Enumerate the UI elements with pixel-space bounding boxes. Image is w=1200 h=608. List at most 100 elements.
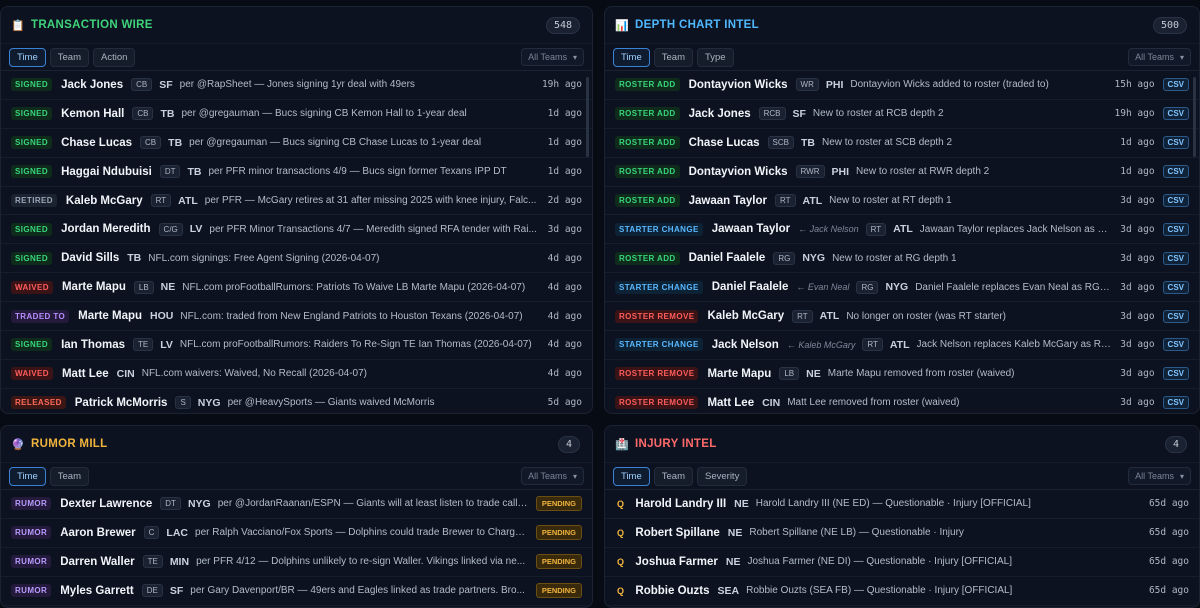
player-name[interactable]: Daniel Faalele <box>711 281 789 294</box>
list-item[interactable]: SIGNED Chase Lucas CB TB per @gregauman — Bu… <box>1 129 592 158</box>
list-item[interactable]: ROSTER ADD Daniel Faalele RG NYG New to rost… <box>605 244 1199 274</box>
list-item[interactable]: Q Robbie Ouzts SEA Robbie Ouzts (SEA FB) — … <box>605 577 1199 606</box>
player-name[interactable]: Patrick McMorris <box>74 396 168 409</box>
player-name[interactable]: Jawaan Taylor <box>688 194 767 207</box>
tab-time[interactable]: Time <box>9 47 46 67</box>
list-item[interactable]: SIGNED Jordan Meredith C/G LV per PFR Minor … <box>1 215 592 245</box>
list-item[interactable]: WAIVED Matt Lee CIN NFL.com waivers: Waived… <box>1 360 592 389</box>
list-item[interactable]: SIGNED Haggai Ndubuisi DT TB per PFR minor t… <box>1 158 592 187</box>
team-filter-select[interactable]: All Teams ▾ <box>521 467 584 485</box>
player-name[interactable]: Dontayvion Wicks <box>688 165 788 178</box>
list-item[interactable]: TRADED TO Marte Mapu HOU NFL.com: traded fr… <box>1 302 592 332</box>
csv-export-button[interactable]: CSV <box>1162 222 1189 236</box>
csv-export-button[interactable]: CSV <box>1162 136 1189 150</box>
team-filter-select[interactable]: All Teams ▾ <box>1128 467 1191 485</box>
player-name[interactable]: Dontayvion Wicks <box>688 78 788 91</box>
list-item[interactable]: RELEASED Patrick McMorris S NYG per @HeavySp… <box>1 389 592 413</box>
player-name[interactable]: Daniel Faalele <box>688 252 766 265</box>
list-item[interactable]: RUMOR Dexter Lawrence DT NYG per @JordanRaan… <box>1 490 592 519</box>
list-item[interactable]: STARTER CHANGE Daniel Faalele ← Evan Neal R… <box>605 273 1199 303</box>
player-name[interactable]: Jordan Meredith <box>61 223 151 236</box>
player-name[interactable]: Marte Mapu <box>61 281 126 294</box>
csv-export-button[interactable]: CSV <box>1162 396 1189 410</box>
description: per PFR Minor Transactions 4/7 — Meredit… <box>209 223 537 235</box>
list-item[interactable]: SIGNED Ian Thomas TE LV NFL.com proFootballR… <box>1 331 592 360</box>
player-name[interactable]: Ian Thomas <box>61 338 125 351</box>
player-name[interactable]: Aaron Brewer <box>60 526 136 539</box>
list-item[interactable]: WAIVED Marte Mapu LB NE NFL.com proFootballR… <box>1 273 592 303</box>
player-name[interactable]: Matt Lee <box>61 367 109 380</box>
player-name[interactable]: Kemon Hall <box>61 107 125 120</box>
list-item[interactable]: RUMOR Darren Waller TE MIN per PFR 4/12 — Do… <box>1 548 592 577</box>
list-item[interactable]: ROSTER REMOVE Matt Lee CIN Matt Lee removed… <box>605 389 1199 413</box>
list-item[interactable]: STARTER CHANGE Jack Nelson ← Kaleb McGary R… <box>605 331 1199 360</box>
player-name[interactable]: David Sills <box>61 252 120 265</box>
csv-export-button[interactable]: CSV <box>1162 165 1189 179</box>
player-name[interactable]: Robert Spillane <box>635 526 720 539</box>
list-item[interactable]: ROSTER ADD Dontayvion Wicks RWR PHI New to r… <box>605 158 1199 187</box>
player-name[interactable]: Chase Lucas <box>61 136 133 149</box>
list-item[interactable]: RUMOR Myles Garrett DE SF per Gary Davenport… <box>1 577 592 606</box>
tab-time[interactable]: Time <box>613 47 650 67</box>
list-item[interactable]: SIGNED David Sills TB NFL.com signings: Fre… <box>1 244 592 274</box>
player-name[interactable]: Dexter Lawrence <box>60 497 153 510</box>
tab-team[interactable]: Team <box>653 47 693 67</box>
team-filter-select[interactable]: All Teams ▾ <box>1128 48 1191 66</box>
csv-export-button[interactable]: CSV <box>1162 367 1189 381</box>
player-name[interactable]: Kaleb McGary <box>707 310 785 323</box>
scrollbar[interactable] <box>586 77 589 157</box>
list-item[interactable]: ROSTER REMOVE Kaleb McGary RT ATL No longer … <box>605 302 1199 332</box>
panel-title: 🏥 INJURY INTEL <box>615 438 717 451</box>
player-name[interactable]: Haggai Ndubuisi <box>61 165 152 178</box>
tab-type[interactable]: Type <box>697 47 734 67</box>
player-name[interactable]: Jack Nelson <box>711 338 779 351</box>
csv-export-button[interactable]: CSV <box>1162 194 1189 207</box>
player-name[interactable]: Marte Mapu <box>78 310 143 323</box>
tab-severity[interactable]: Severity <box>697 466 748 486</box>
list-item[interactable]: ROSTER ADD Jawaan Taylor RT ATL New to roste… <box>605 187 1199 216</box>
list-item[interactable]: RUMOR Aaron Brewer C LAC per Ralph Vacciano/… <box>1 519 592 548</box>
description: per @JordanRaanan/ESPN — Giants will at … <box>217 498 528 510</box>
list-item[interactable]: ROSTER ADD Jack Jones RCB SF New to roster a… <box>605 100 1199 129</box>
csv-export-button[interactable]: CSV <box>1162 107 1189 121</box>
csv-export-button[interactable]: CSV <box>1162 280 1189 294</box>
list-item[interactable]: ROSTER ADD Dontayvion Wicks WR PHI Dontayvio… <box>605 71 1199 100</box>
list-item[interactable]: Q Robert Spillane NE Robert Spillane (NE LB… <box>605 519 1199 548</box>
player-name[interactable]: Harold Landry III <box>635 497 727 510</box>
csv-export-button[interactable]: CSV <box>1162 78 1189 92</box>
csv-export-button[interactable]: CSV <box>1162 338 1189 352</box>
pending-badge: PENDING <box>535 525 582 541</box>
csv-export-button[interactable]: CSV <box>1162 251 1189 265</box>
list-item[interactable]: SIGNED Kemon Hall CB TB per @gregauman — Buc… <box>1 100 592 129</box>
list-item[interactable]: Q Joshua Farmer NE Joshua Farmer (NE DI) — … <box>605 548 1199 577</box>
player-name[interactable]: Marte Mapu <box>707 367 772 380</box>
list-item[interactable]: ROSTER ADD Chase Lucas SCB TB New to roster … <box>605 129 1199 158</box>
tab-time[interactable]: Time <box>9 466 46 486</box>
tab-team[interactable]: Team <box>653 466 693 486</box>
player-name[interactable]: Darren Waller <box>60 555 135 568</box>
list-item[interactable]: ROSTER REMOVE Marte Mapu LB NE Marte Mapu re… <box>605 360 1199 389</box>
list-item[interactable]: SIGNED Jack Jones CB SF per @RapSheet — Jone… <box>1 71 592 100</box>
tab-team[interactable]: Team <box>49 466 89 486</box>
player-name[interactable]: Joshua Farmer <box>635 555 718 568</box>
csv-export-button[interactable]: CSV <box>1162 309 1189 323</box>
tab-team[interactable]: Team <box>49 47 89 67</box>
list-item[interactable]: Q Harold Landry III NE Harold Landry III (N… <box>605 490 1199 519</box>
player-name[interactable]: Myles Garrett <box>60 584 134 597</box>
list-item[interactable]: RETIRED Kaleb McGary RT ATL per PFR — McGary… <box>1 187 592 216</box>
team-filter-select[interactable]: All Teams ▾ <box>521 48 584 66</box>
tab-action[interactable]: Action <box>93 47 136 67</box>
player-name[interactable]: Chase Lucas <box>688 136 760 149</box>
position-badge: RT <box>792 309 813 323</box>
player-name[interactable]: Robbie Ouzts <box>635 584 710 597</box>
tab-time[interactable]: Time <box>613 466 650 486</box>
player-name[interactable]: Matt Lee <box>707 396 755 409</box>
scrollbar[interactable] <box>1193 77 1196 157</box>
player-name[interactable]: Jack Jones <box>688 107 751 120</box>
crystal-ball-icon: 🔮 <box>11 438 25 451</box>
player-name[interactable]: Jack Jones <box>61 78 124 91</box>
player-name[interactable]: Jawaan Taylor <box>711 223 791 236</box>
player-name[interactable]: Kaleb McGary <box>65 194 143 207</box>
sort-tabs: Time Team Action All Teams ▾ <box>1 43 592 71</box>
list-item[interactable]: STARTER CHANGE Jawaan Taylor ← Jack Nelson… <box>605 215 1199 245</box>
